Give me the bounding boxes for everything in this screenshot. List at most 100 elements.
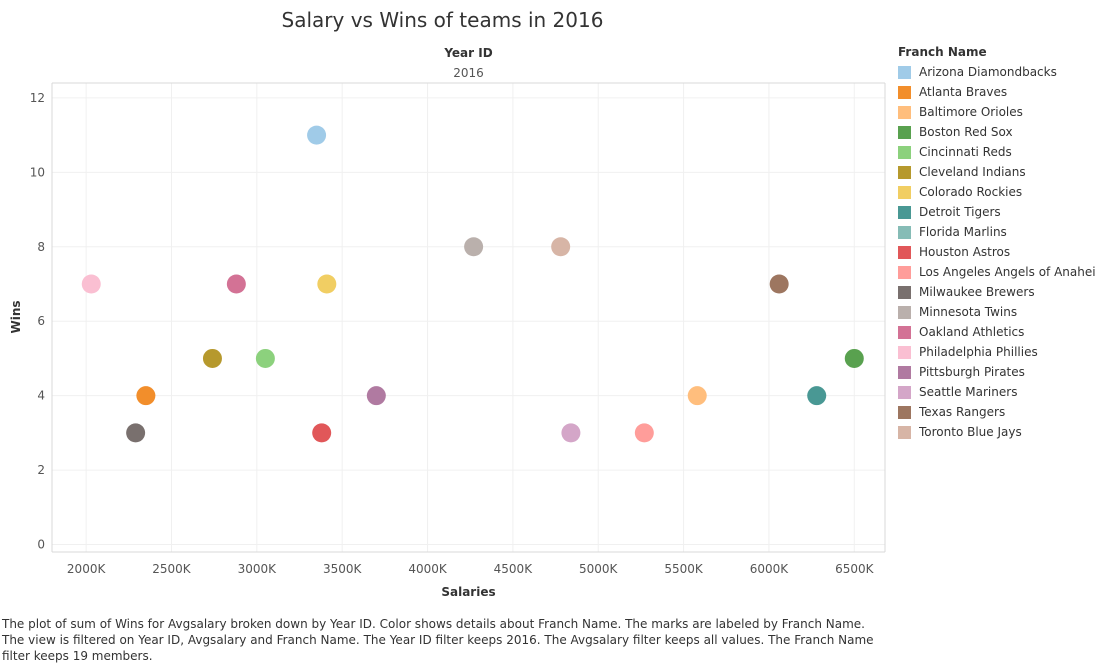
data-point[interactable]: Philadelphia Phillies <box>81 274 101 294</box>
data-point[interactable]: Atlanta Braves <box>136 386 156 406</box>
data-point[interactable]: Baltimore Orioles <box>687 386 707 406</box>
legend-label: Oakland Athletics <box>919 325 1025 339</box>
data-point[interactable]: Milwaukee Brewers <box>126 423 146 443</box>
legend-item[interactable]: Cincinnati Reds <box>898 142 1096 162</box>
chart-title: Salary vs Wins of teams in 2016 <box>281 8 604 32</box>
legend-item[interactable]: Houston Astros <box>898 242 1096 262</box>
data-point[interactable]: Los Angeles Angels of Anaheim <box>634 423 654 443</box>
data-point[interactable]: Detroit Tigers <box>807 386 827 406</box>
x-tick-label: 4500K <box>494 562 534 576</box>
legend-swatch <box>898 405 911 419</box>
legend-label: Pittsburgh Pirates <box>919 365 1025 379</box>
legend-title: Franch Name <box>898 45 987 59</box>
legend-item[interactable]: Milwaukee Brewers <box>898 282 1096 302</box>
legend-label: Florida Marlins <box>919 225 1007 239</box>
column-header-field: Year ID <box>444 46 493 60</box>
chart-caption: The plot of sum of Wins for Avgsalary br… <box>2 617 874 663</box>
x-axis-label: Salaries <box>441 585 496 599</box>
data-point[interactable]: Minnesota Twins <box>464 237 484 257</box>
legend-item[interactable]: Los Angeles Angels of Anaheim <box>898 262 1096 282</box>
legend-item[interactable]: Oakland Athletics <box>898 322 1096 342</box>
legend-swatch <box>898 365 911 379</box>
legend: Franch Name Arizona Diamondbacks Atlanta … <box>898 45 1096 442</box>
legend-swatch <box>898 345 911 359</box>
x-tick-label: 3500K <box>323 562 363 576</box>
legend-items: Arizona Diamondbacks Atlanta Braves Baltim… <box>898 62 1096 442</box>
legend-label: Philadelphia Phillies <box>919 345 1038 359</box>
legend-item[interactable]: Atlanta Braves <box>898 82 1096 102</box>
legend-label: Toronto Blue Jays <box>919 425 1022 439</box>
plot-frame <box>51 82 886 553</box>
data-points: Arizona Diamondbacks Atlanta Braves Baltim… <box>81 125 864 443</box>
x-tick-label: 6000K <box>750 562 790 576</box>
data-point[interactable]: Colorado Rockies <box>317 274 337 294</box>
legend-swatch <box>898 125 911 139</box>
data-point[interactable]: Oakland Athletics <box>226 274 246 294</box>
x-axis-ticks: 2000K 2500K 3000K 3500K 4000K 4500K 5000K 5500K… <box>67 562 875 576</box>
legend-item[interactable]: Minnesota Twins <box>898 302 1096 322</box>
legend-swatch <box>898 265 911 279</box>
legend-swatch <box>898 285 911 299</box>
legend-item[interactable]: Seattle Mariners <box>898 382 1096 402</box>
legend-label: Baltimore Orioles <box>919 105 1023 119</box>
data-point[interactable]: Pittsburgh Pirates <box>366 386 386 406</box>
y-tick-label: 10 <box>30 165 45 179</box>
data-point[interactable]: Texas Rangers <box>769 274 789 294</box>
x-tick-label: 5500K <box>664 562 704 576</box>
legend-swatch <box>898 225 911 239</box>
legend-swatch <box>898 165 911 179</box>
legend-item[interactable]: Cleveland Indians <box>898 162 1096 182</box>
x-tick-label: 2000K <box>67 562 107 576</box>
x-tick-label: 4000K <box>408 562 448 576</box>
y-tick-label: 4 <box>37 389 45 403</box>
data-point[interactable]: Arizona Diamondbacks <box>307 125 327 145</box>
legend-swatch <box>898 185 911 199</box>
grid-lines <box>52 83 885 552</box>
y-tick-label: 6 <box>37 314 45 328</box>
column-header-value: 2016 <box>453 66 484 80</box>
legend-swatch <box>898 305 911 319</box>
legend-item[interactable]: Baltimore Orioles <box>898 102 1096 122</box>
legend-label: Milwaukee Brewers <box>919 285 1035 299</box>
legend-label: Texas Rangers <box>919 405 1006 419</box>
legend-swatch <box>898 145 911 159</box>
x-tick-label: 2500K <box>152 562 192 576</box>
legend-item[interactable]: Arizona Diamondbacks <box>898 62 1096 82</box>
legend-item[interactable]: Boston Red Sox <box>898 122 1096 142</box>
y-tick-label: 12 <box>30 91 45 105</box>
legend-item[interactable]: Toronto Blue Jays <box>898 422 1096 442</box>
legend-label: Boston Red Sox <box>919 125 1013 139</box>
legend-item[interactable]: Philadelphia Phillies <box>898 342 1096 362</box>
legend-swatch <box>898 65 911 79</box>
legend-swatch <box>898 425 911 439</box>
legend-label: Arizona Diamondbacks <box>919 65 1057 79</box>
legend-label: Detroit Tigers <box>919 205 1001 219</box>
y-axis-ticks: 0 2 4 6 8 10 12 <box>30 91 45 552</box>
legend-swatch <box>898 205 911 219</box>
legend-item[interactable]: Colorado Rockies <box>898 182 1096 202</box>
legend-label: Seattle Mariners <box>919 385 1018 399</box>
data-point[interactable]: Toronto Blue Jays <box>551 237 571 257</box>
y-tick-label: 0 <box>37 538 45 552</box>
legend-label: Cleveland Indians <box>919 165 1026 179</box>
data-point[interactable]: Seattle Mariners <box>561 423 581 443</box>
data-point[interactable]: Cleveland Indians <box>202 348 222 368</box>
legend-label: Cincinnati Reds <box>919 145 1012 159</box>
legend-item[interactable]: Detroit Tigers <box>898 202 1096 222</box>
data-point[interactable]: Boston Red Sox <box>844 348 864 368</box>
legend-item[interactable]: Pittsburgh Pirates <box>898 362 1096 382</box>
legend-item[interactable]: Texas Rangers <box>898 402 1096 422</box>
legend-swatch <box>898 105 911 119</box>
legend-label: Minnesota Twins <box>919 305 1018 319</box>
legend-label: Los Angeles Angels of Anaheim <box>919 265 1096 279</box>
legend-label: Houston Astros <box>919 245 1011 259</box>
data-point[interactable]: Cincinnati Reds <box>255 348 275 368</box>
y-tick-label: 2 <box>37 463 45 477</box>
legend-swatch <box>898 85 911 99</box>
legend-item[interactable]: Florida Marlins <box>898 222 1096 242</box>
legend-label: Colorado Rockies <box>919 185 1023 199</box>
legend-swatch <box>898 245 911 259</box>
legend-swatch <box>898 325 911 339</box>
data-point[interactable]: Houston Astros <box>312 423 332 443</box>
